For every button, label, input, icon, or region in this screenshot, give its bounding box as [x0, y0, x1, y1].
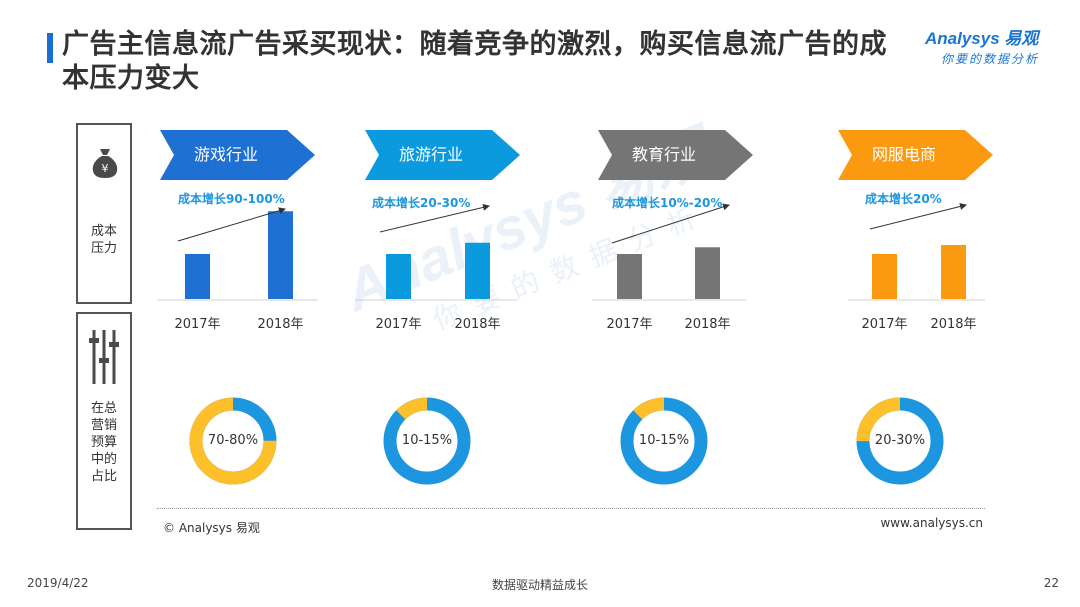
logo-tagline: 你要的数据分析 — [941, 52, 1040, 66]
year-tick-label: 2018年 — [684, 317, 731, 332]
cost-bar — [465, 242, 490, 299]
industry-label: 游戏行业 — [194, 145, 259, 164]
growth-trend-arrow — [869, 203, 967, 230]
share-label: 10-15% — [638, 433, 690, 448]
share-label-line-4: 中的 — [90, 452, 117, 467]
cost-bar — [617, 254, 642, 299]
share-label: 10-15% — [401, 433, 453, 448]
budget-share-box: 在总 营销 预算 中的 占比 — [76, 312, 132, 530]
cost-label-line-1: 成本 — [90, 224, 117, 239]
year-tick-label: 2018年 — [930, 317, 977, 332]
share-label-line-5: 占比 — [90, 469, 117, 484]
logo-text: Analysys 易观 — [925, 29, 1039, 48]
donut-share-arc — [620, 397, 708, 485]
year-tick-label: 2017年 — [174, 317, 221, 332]
analysys-logo: Analysys 易观 你要的数据分析 — [925, 24, 1065, 72]
cost-bar — [185, 254, 210, 299]
growth-label: 成本增长90-100% — [178, 192, 285, 206]
year-tick-label: 2018年 — [454, 317, 501, 332]
copyright-text: © Analysys 易观 — [163, 521, 260, 535]
industry-label: 教育行业 — [632, 145, 697, 164]
cost-bar — [268, 211, 293, 299]
industry-chevron — [838, 130, 993, 180]
page-number: 22 — [1043, 576, 1059, 590]
share-label-line-3: 预算 — [90, 435, 117, 450]
year-tick-label: 2017年 — [606, 317, 653, 332]
year-tick-label: 2017年 — [861, 317, 908, 332]
share-label-line-1: 在总 — [90, 401, 117, 416]
growth-label: 成本增长20-30% — [372, 196, 471, 210]
cost-bar — [386, 254, 411, 299]
donut-share-arc — [383, 397, 471, 485]
donut-share-arc — [189, 397, 277, 485]
year-tick-label: 2017年 — [375, 317, 422, 332]
title-accent-bar — [47, 33, 53, 63]
industry-chevron — [598, 130, 753, 180]
year-tick-label: 2018年 — [257, 317, 304, 332]
website-link[interactable]: www.analysys.cn — [880, 516, 983, 530]
sliders-icon — [89, 330, 119, 384]
industry-label: 旅游行业 — [399, 145, 464, 164]
industry-chevron — [365, 130, 520, 180]
donut-share-arc — [856, 397, 944, 485]
cost-bar — [872, 254, 897, 299]
growth-trend-arrow — [379, 203, 490, 233]
page-slogan: 数据驱动精益成长 — [491, 578, 588, 592]
growth-label: 成本增长20% — [865, 192, 942, 206]
cost-bar — [941, 245, 966, 299]
growth-trend-arrow — [177, 207, 286, 242]
industry-chevron — [160, 130, 315, 180]
share-label-line-2: 营销 — [90, 418, 117, 433]
cost-pressure-box: ¥ 成本 压力 — [76, 123, 132, 304]
growth-label: 成本增长10%-20% — [612, 196, 723, 210]
page-date: 2019/4/22 — [27, 576, 89, 590]
page-title: 广告主信息流广告采买现状：随着竞争的激烈，购买信息流广告的成本压力变大 — [62, 29, 887, 94]
cost-bar — [695, 247, 720, 299]
svg-text:¥: ¥ — [102, 162, 109, 175]
growth-trend-arrow — [611, 203, 730, 244]
cost-label-line-2: 压力 — [90, 241, 117, 256]
share-label: 20-30% — [874, 433, 926, 448]
footer-divider — [157, 508, 985, 509]
share-label: 70-80% — [207, 433, 259, 448]
money-bag-icon: ¥ — [92, 149, 118, 178]
industry-label: 网服电商 — [872, 145, 937, 164]
